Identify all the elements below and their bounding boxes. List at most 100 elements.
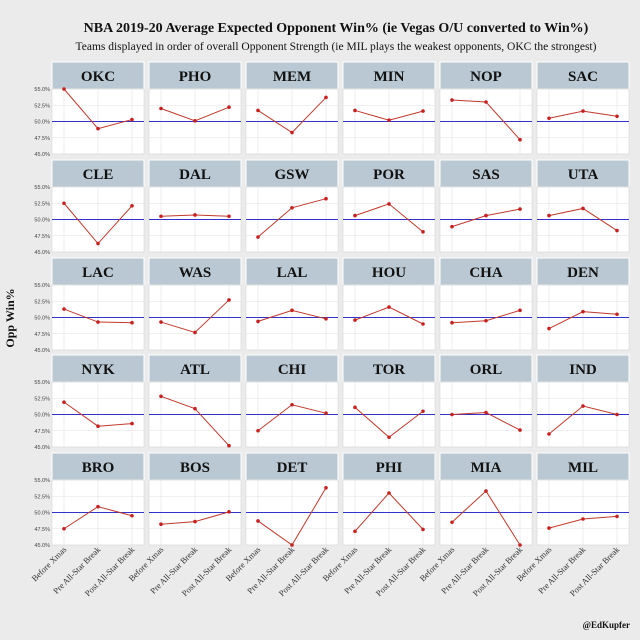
data-point xyxy=(227,214,231,219)
data-point xyxy=(615,228,619,233)
facet-lal: LAL xyxy=(245,257,339,351)
data-point xyxy=(615,514,619,519)
chart-title: NBA 2019-20 Average Expected Opponent Wi… xyxy=(84,21,589,36)
facet-strip xyxy=(536,257,630,286)
facet-por: POR xyxy=(342,159,436,253)
facet-strip xyxy=(148,354,242,383)
data-point xyxy=(421,109,425,113)
facet-strip xyxy=(245,159,339,188)
facet-label: SAC xyxy=(568,69,598,85)
data-point xyxy=(62,87,66,91)
data-point xyxy=(353,405,357,410)
facet-label: GSW xyxy=(274,167,309,183)
data-point xyxy=(484,318,488,323)
y-tick-label: 47.5% xyxy=(34,332,50,338)
data-point xyxy=(324,196,328,201)
data-point xyxy=(518,308,522,313)
facet-nyk: NYK 45.0% 47.5% 50.0% 52.5% 55.0% xyxy=(34,354,145,451)
data-point xyxy=(450,98,454,102)
data-point xyxy=(484,213,488,218)
data-point xyxy=(615,114,619,119)
data-point xyxy=(256,319,260,324)
data-point xyxy=(290,130,294,135)
data-point xyxy=(387,118,391,122)
facet-label: NYK xyxy=(81,362,115,378)
facet-strip xyxy=(439,452,533,481)
facet-strip xyxy=(536,452,630,481)
facet-strip xyxy=(439,61,533,90)
data-point xyxy=(324,486,328,490)
data-point xyxy=(353,529,357,534)
facet-label: MIN xyxy=(374,69,405,85)
y-tick-label: 55.0% xyxy=(34,185,50,191)
data-point xyxy=(159,394,163,399)
y-tick-label: 45.0% xyxy=(34,250,50,256)
y-tick-label: 55.0% xyxy=(34,283,50,289)
facet-strip xyxy=(439,257,533,286)
data-point xyxy=(547,213,551,218)
facet-sac: SAC xyxy=(536,61,630,155)
facet-strip xyxy=(51,159,145,188)
data-point xyxy=(62,400,66,404)
facet-label: OKC xyxy=(81,69,115,85)
data-point xyxy=(193,519,197,524)
y-tick-label: 52.5% xyxy=(34,103,50,109)
data-point xyxy=(450,320,454,325)
data-point xyxy=(290,206,294,210)
data-point xyxy=(581,206,585,211)
y-tick-label: 55.0% xyxy=(34,380,50,386)
facet-label: SAS xyxy=(472,167,500,183)
data-point xyxy=(387,491,391,495)
facet-okc: OKC 45.0% 47.5% 50.0% 52.5% 55.0% xyxy=(34,61,145,158)
data-point xyxy=(130,117,134,122)
data-point xyxy=(96,241,100,246)
facet-label: MIL xyxy=(568,460,598,476)
facet-ind: IND xyxy=(536,354,630,448)
facet-label: HOU xyxy=(372,265,406,281)
data-point xyxy=(421,230,425,234)
y-tick-label: 52.5% xyxy=(34,494,50,500)
facet-dal: DAL xyxy=(148,159,242,253)
facet-label: CHI xyxy=(278,362,307,378)
y-tick-label: 52.5% xyxy=(34,396,50,402)
facet-sas: SAS xyxy=(439,159,533,253)
facet-mil: MIL xyxy=(536,452,630,546)
data-point xyxy=(421,409,425,414)
data-point xyxy=(484,489,488,493)
data-point xyxy=(193,330,197,335)
data-point xyxy=(484,100,488,104)
data-point xyxy=(96,320,100,324)
data-point xyxy=(518,137,522,142)
facet-phi: PHI xyxy=(342,452,436,546)
facet-label: ORL xyxy=(470,362,503,378)
facet-label: DEN xyxy=(567,265,599,281)
data-point xyxy=(547,526,551,530)
facet-label: DET xyxy=(277,460,308,476)
data-point xyxy=(581,517,585,521)
data-point xyxy=(193,406,197,411)
facet-label: NOP xyxy=(470,69,502,85)
facet-strip xyxy=(342,159,436,188)
facet-label: BOS xyxy=(180,460,210,476)
y-tick-label: 52.5% xyxy=(34,299,50,305)
data-point xyxy=(484,410,488,415)
facet-panels: OKC 45.0% 47.5% 50.0% 52.5% 55.0% PHO MEM MIN NOP… xyxy=(34,61,630,549)
facet-den: DEN xyxy=(536,257,630,351)
facet-strip xyxy=(342,354,436,383)
data-point xyxy=(353,213,357,218)
facet-atl: ATL xyxy=(148,354,242,448)
data-point xyxy=(450,520,454,525)
facet-det: DET xyxy=(245,452,339,547)
y-tick-label: 52.5% xyxy=(34,201,50,207)
facet-was: WAS xyxy=(148,257,242,351)
facet-label: LAC xyxy=(82,265,114,281)
facet-label: BRO xyxy=(82,460,115,476)
credit-text: @EdKupfer xyxy=(583,620,630,630)
facet-strip xyxy=(536,159,630,188)
data-point xyxy=(353,318,357,322)
facet-strip xyxy=(245,452,339,481)
chart-subtitle: Teams displayed in order of overall Oppo… xyxy=(76,41,597,53)
facet-cha: CHA xyxy=(439,257,533,351)
data-point xyxy=(387,202,391,206)
